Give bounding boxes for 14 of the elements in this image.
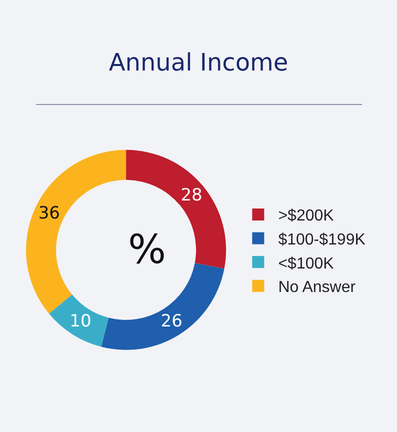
legend-label: >$200K [278, 208, 334, 225]
donut-slice [26, 150, 126, 314]
data-label: 26 [160, 312, 182, 332]
donut-slice [101, 263, 224, 350]
legend-label: No Answer [278, 279, 356, 296]
chart-title: Annual Income [108, 48, 288, 76]
legend-label: <$100K [278, 255, 334, 272]
data-label: 36 [38, 204, 60, 224]
data-label: 10 [70, 312, 92, 332]
donut-slice [48, 294, 109, 347]
text: % [128, 227, 166, 273]
data-label: 28 [180, 186, 202, 206]
legend-label: $100-$199K [278, 232, 366, 248]
donut-slice [126, 150, 226, 269]
